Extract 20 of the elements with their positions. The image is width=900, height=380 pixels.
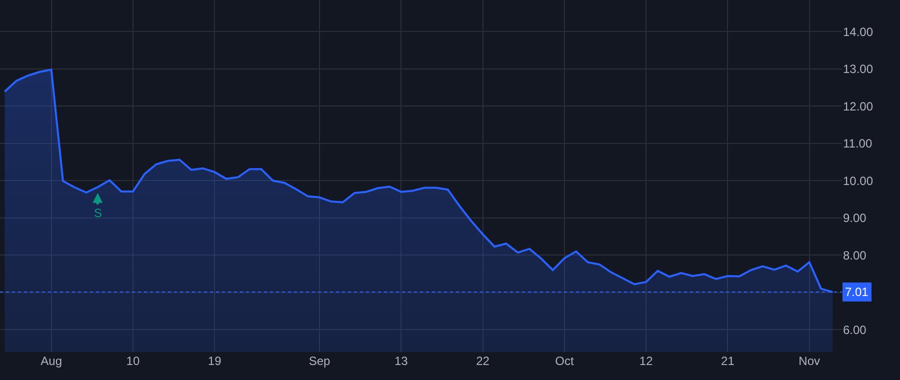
- x-tick-label: 19: [208, 354, 222, 368]
- y-tick-label: 8.00: [843, 248, 867, 262]
- x-tick-label: 21: [721, 354, 735, 368]
- y-tick-label: 12.00: [843, 99, 874, 114]
- y-tick-label: 13.00: [843, 62, 874, 76]
- x-tick-label: Nov: [798, 354, 820, 368]
- x-tick-label: 13: [394, 354, 408, 368]
- ref-line-label: 7.01: [845, 285, 869, 299]
- x-tick-label: 12: [639, 354, 654, 368]
- x-tick-label: Sep: [308, 354, 331, 368]
- y-tick-label: 9.00: [843, 211, 867, 226]
- y-tick-label: 10.00: [843, 174, 874, 188]
- x-tick-label: 10: [126, 354, 140, 368]
- x-tick-label: 22: [476, 354, 490, 368]
- x-tick-label: Aug: [40, 354, 62, 368]
- y-tick-label: 11.00: [843, 136, 872, 151]
- y-tick-label: 6.00: [843, 322, 867, 337]
- annotation: S: [94, 206, 102, 220]
- y-tick-label: 14.00: [843, 24, 874, 39]
- x-tick-label: Oct: [555, 354, 574, 368]
